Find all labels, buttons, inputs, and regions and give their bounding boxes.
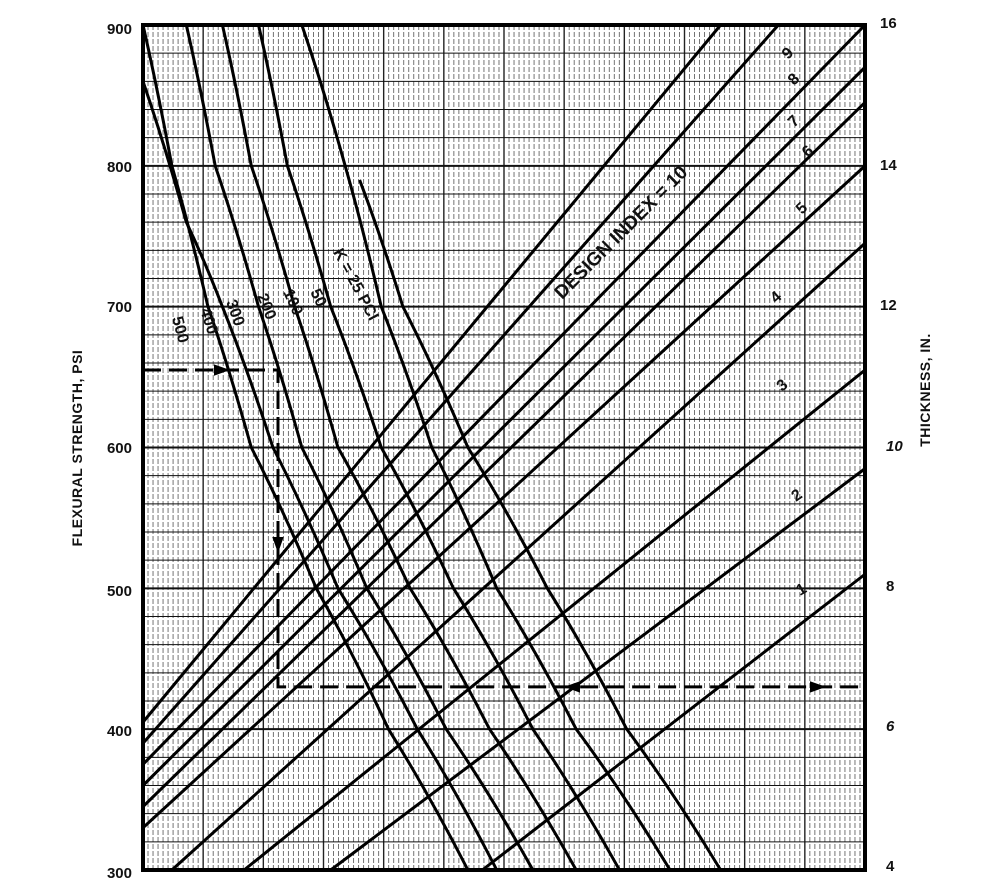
design-index-line-1: [481, 573, 866, 872]
right-axis-title: THICKNESS, IN.: [917, 333, 933, 447]
di-label-8: 8: [785, 70, 803, 88]
right-tick-6: 6: [886, 718, 895, 735]
di-label-2: 2: [789, 486, 806, 505]
di-label-4: 4: [767, 288, 785, 307]
design-index-title: DESIGN INDEX = 10: [551, 162, 692, 303]
di-label-3: 3: [774, 376, 792, 395]
right-tick-8: 8: [886, 578, 894, 595]
k-label-200: 200: [253, 291, 279, 322]
di-label-5: 5: [793, 199, 811, 217]
left-tick-600: 600: [107, 440, 132, 457]
right-tick-12: 12: [880, 297, 897, 314]
design-index-line-7: [141, 66, 867, 787]
di-label-7: 7: [785, 112, 803, 130]
left-axis-ticks: 900 800 700 600 500 400 300: [107, 21, 132, 882]
design-index-line-6: [141, 101, 867, 808]
k-curve-100: [257, 24, 621, 871]
k-curve-200: [220, 24, 578, 871]
design-index-line-3: [243, 368, 866, 872]
k-curves: [141, 24, 722, 871]
design-index-line-10: [141, 24, 722, 724]
k-curve-500: [141, 24, 470, 871]
k-label-50: 50: [306, 286, 329, 310]
arrow-icon: [214, 364, 230, 376]
example-dashed-path: [143, 364, 865, 693]
k-curve-25: [358, 179, 722, 871]
left-tick-800: 800: [107, 159, 132, 176]
k-curve-50: [300, 24, 672, 871]
di-label-1: 1: [794, 580, 810, 599]
left-axis-title: FLEXURAL STRENGTH, PSI: [69, 350, 85, 547]
design-index-line-9: [141, 24, 780, 745]
left-tick-500: 500: [107, 583, 132, 600]
arrow-icon: [564, 681, 580, 693]
right-tick-10: 10: [886, 438, 903, 455]
k-label-500: 500: [168, 315, 191, 345]
design-index-line-2: [329, 467, 866, 872]
k-curve-labels: 500 400 300 200 100 50 K = 25 PCI: [168, 246, 381, 345]
arrow-icon: [272, 537, 284, 553]
left-tick-400: 400: [107, 723, 132, 740]
design-index-lines: [141, 23, 867, 872]
right-tick-4: 4: [886, 858, 895, 875]
right-tick-14: 14: [880, 157, 897, 174]
left-tick-700: 700: [107, 299, 132, 316]
arrow-icon: [810, 681, 826, 693]
left-tick-900: 900: [107, 21, 132, 38]
right-tick-16: 16: [880, 15, 897, 32]
design-index-line-8: [141, 23, 867, 766]
left-tick-300: 300: [107, 865, 132, 882]
plot-frame: [141, 23, 867, 872]
right-axis-ticks: 16 14 12 10 8 6 4: [880, 15, 903, 875]
k-curve-300: [184, 24, 535, 871]
k-label-400: 400: [196, 306, 220, 337]
design-index-line-4: [170, 242, 867, 872]
design-index-line-5: [141, 164, 867, 829]
